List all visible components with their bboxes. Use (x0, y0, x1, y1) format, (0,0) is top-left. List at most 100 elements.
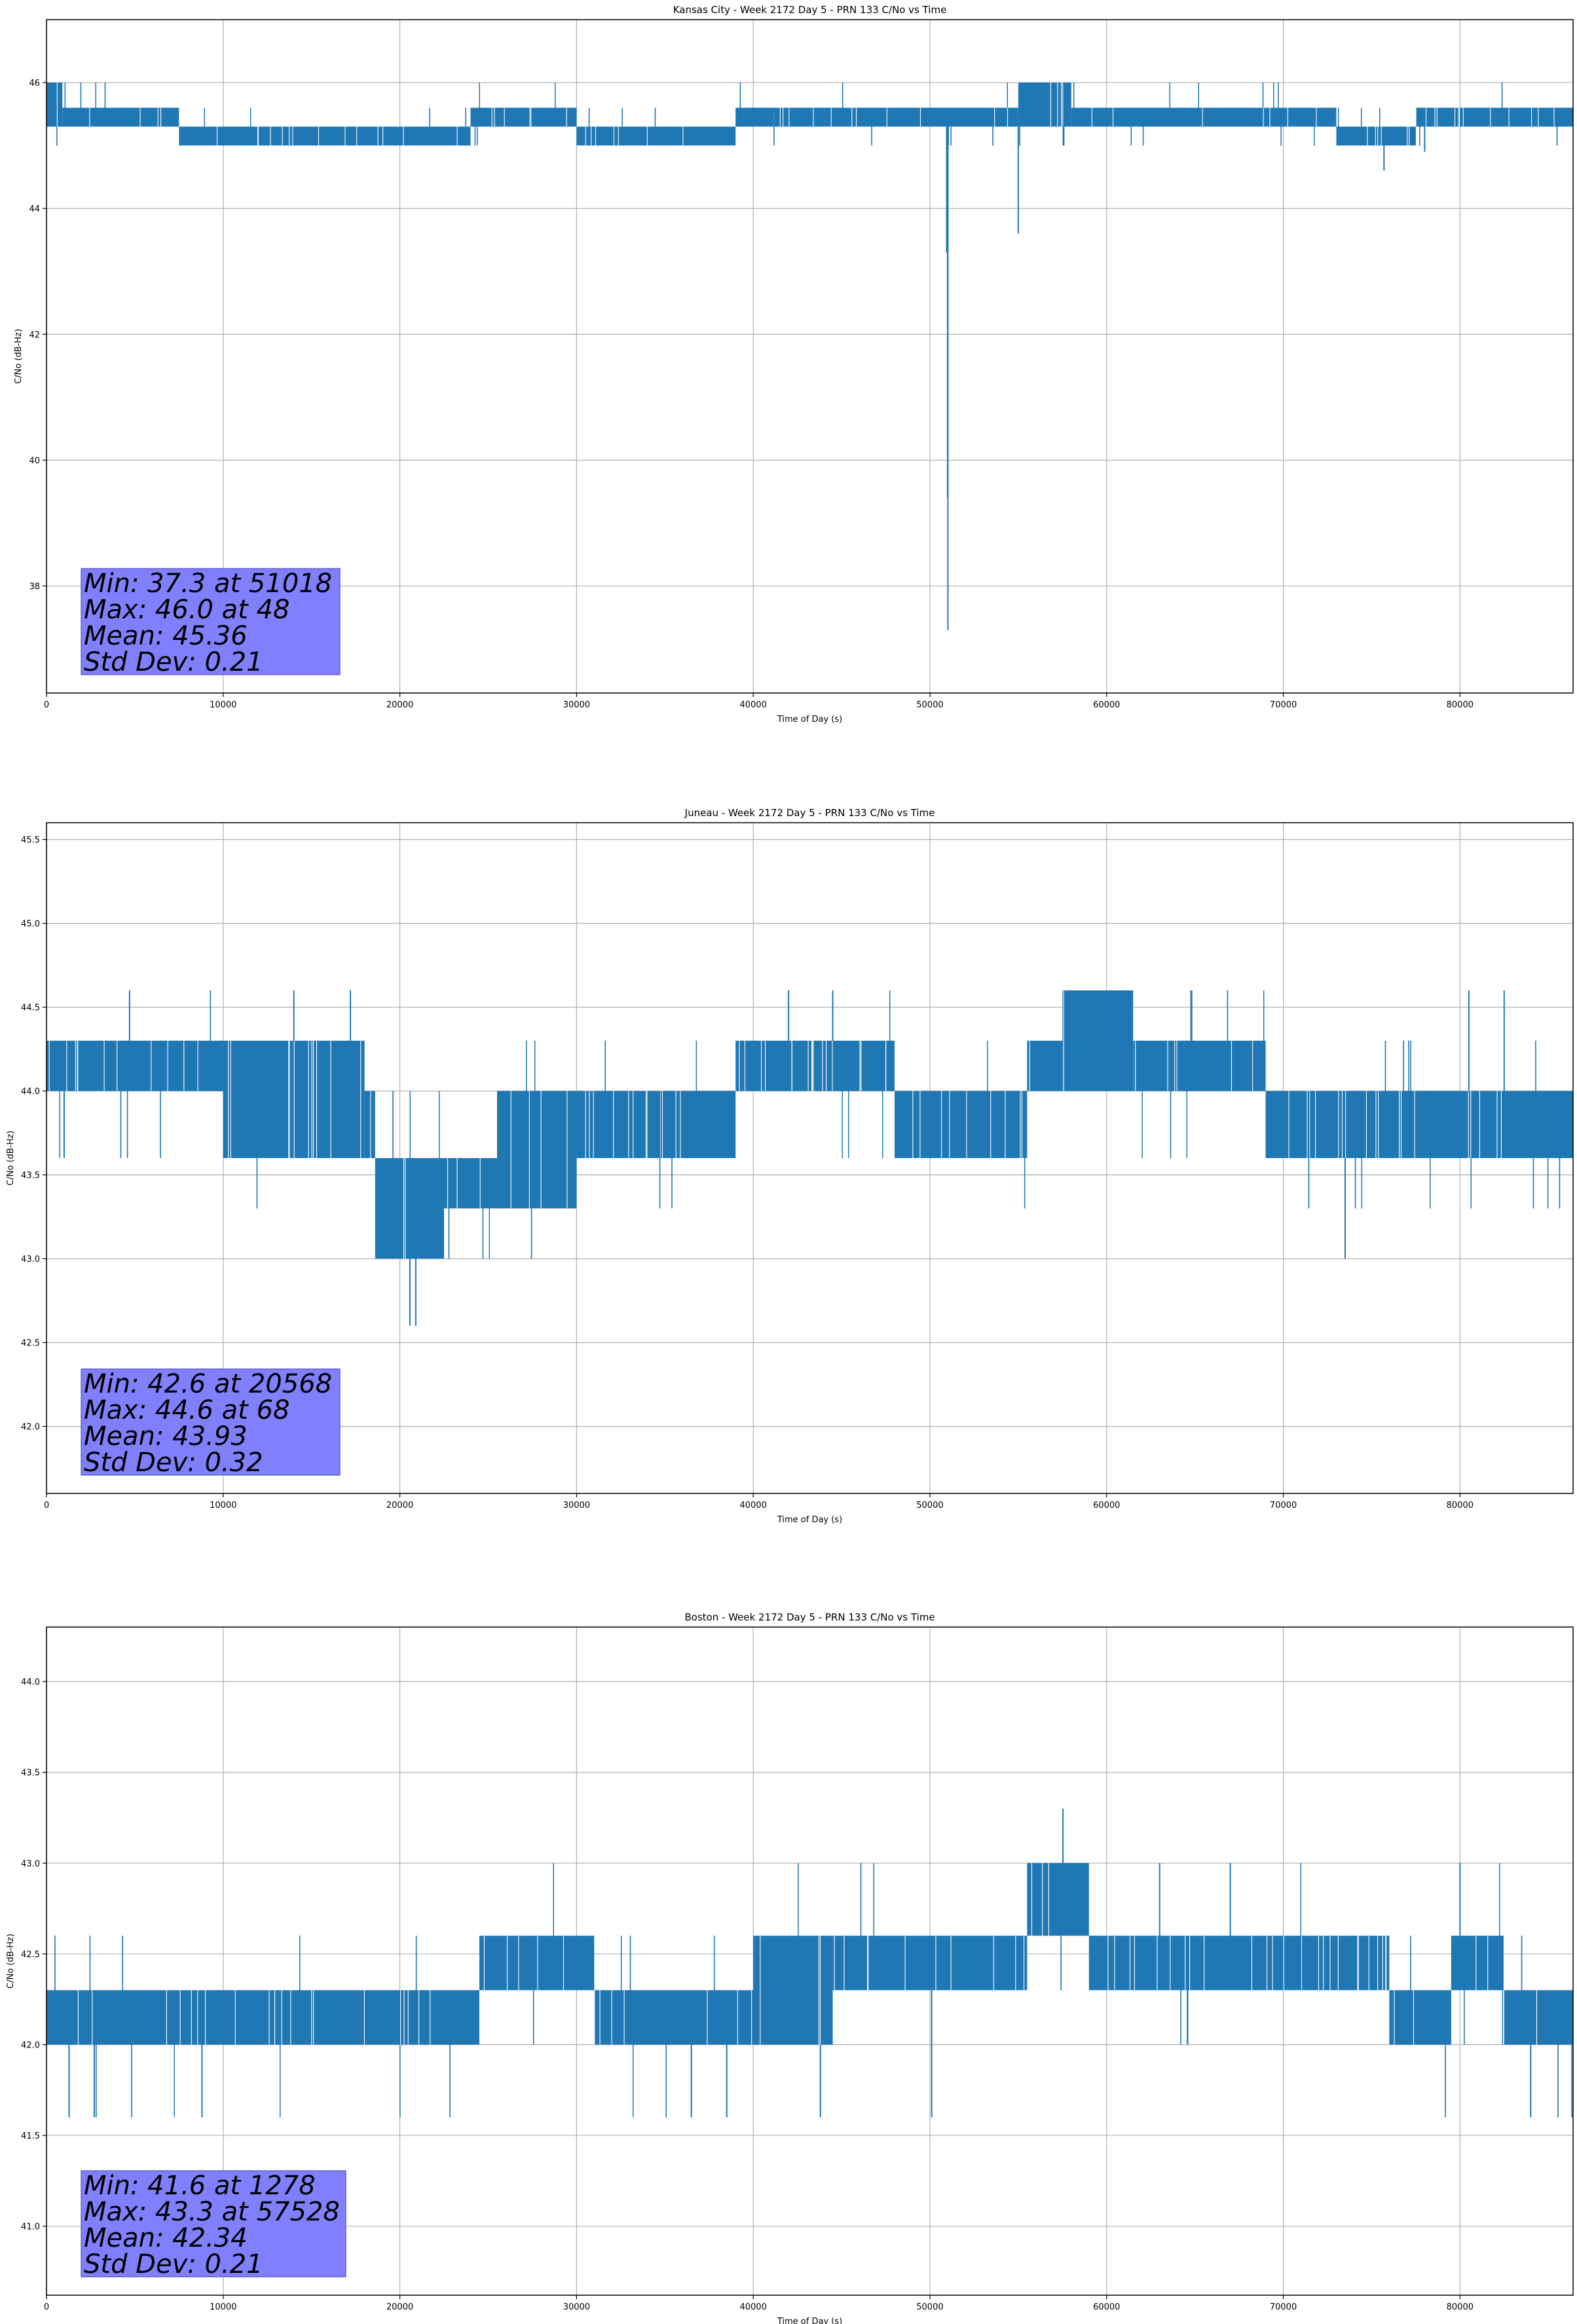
x-tick-label: 70000 (1270, 2302, 1297, 2312)
y-tick-label: 44 (29, 204, 40, 214)
y-tick-label: 38 (29, 582, 40, 592)
x-tick-label: 50000 (916, 2302, 943, 2312)
stats-max: Max: 43.3 at 57528 (84, 2197, 340, 2227)
y-tick-label: 42.5 (21, 1950, 40, 1960)
series-band (1415, 107, 1573, 127)
series-band (179, 126, 471, 146)
series-band (576, 126, 736, 146)
series-band (364, 1091, 375, 1158)
y-axis-label: C/No (dB-Hz) (6, 1131, 16, 1186)
x-tick-label: 0 (44, 700, 49, 710)
x-tick-label: 20000 (386, 2302, 413, 2312)
chart-panel-1: Kansas City - Week 2172 Day 5 - PRN 133 … (14, 4, 1574, 724)
y-axis-label: C/No (dB-Hz) (14, 329, 24, 384)
y-tick-label: 41.5 (21, 2131, 40, 2141)
series-band (576, 1091, 736, 1158)
x-tick-label: 0 (44, 1501, 49, 1510)
series-group (46, 990, 1573, 1326)
series-band (1133, 1040, 1266, 1091)
x-tick-label: 40000 (739, 1501, 766, 1510)
y-tick-label: 40 (29, 457, 40, 466)
series-band (1336, 126, 1416, 146)
axes-frame (46, 1626, 1574, 2296)
series-band (470, 107, 577, 127)
stats-box (81, 1368, 341, 1476)
series-band (895, 1091, 1028, 1158)
series-band (46, 1040, 223, 1091)
series-group (46, 1809, 1573, 2118)
stats-std: Std Dev: 0.21 (84, 2249, 263, 2279)
x-tick-label: 40000 (739, 700, 766, 710)
y-tick-label: 43.5 (21, 1171, 40, 1181)
series-band (46, 83, 63, 127)
x-tick-label: 70000 (1270, 700, 1297, 710)
y-tick-label: 46 (29, 79, 40, 88)
stats-max: Max: 46.0 at 48 (84, 595, 289, 625)
series-band (375, 1158, 445, 1259)
series-group (46, 83, 1573, 630)
x-tick-label: 60000 (1093, 2302, 1120, 2312)
x-tick-label: 60000 (1093, 700, 1120, 710)
series-band (46, 1990, 479, 2045)
y-tick-label: 44.0 (21, 1677, 40, 1687)
series-band (1062, 990, 1134, 1091)
series-band (1389, 1990, 1451, 2045)
stats-box (81, 568, 341, 675)
x-tick-label: 80000 (1447, 1501, 1474, 1510)
stats-std: Std Dev: 0.32 (84, 1448, 263, 1478)
chart-title: Juneau - Week 2172 Day 5 - PRN 133 C/No … (684, 807, 935, 819)
y-tick-label: 42 (29, 330, 40, 340)
y-tick-label: 44.0 (21, 1087, 40, 1097)
y-tick-label: 45.0 (21, 920, 40, 929)
axes-frame (46, 822, 1574, 1494)
chart-panel-3: Boston - Week 2172 Day 5 - PRN 133 C/No … (6, 1611, 1574, 2324)
y-tick-label: 42.5 (21, 1339, 40, 1349)
series-band (832, 1936, 1028, 1991)
series-band (496, 1091, 577, 1209)
stats-min: Min: 42.6 at 20568 (84, 1369, 332, 1399)
series-band (1504, 1990, 1573, 2045)
stats-max: Max: 44.6 at 68 (84, 1395, 289, 1425)
x-tick-label: 10000 (210, 1501, 236, 1510)
stats-mean: Mean: 45.36 (84, 621, 248, 651)
series-band (735, 1040, 895, 1091)
y-tick-label: 43.5 (21, 1769, 40, 1778)
x-tick-label: 60000 (1093, 1501, 1120, 1510)
series-band (1088, 1936, 1390, 1991)
y-axis-label: C/No (dB-Hz) (6, 1934, 16, 1989)
series-band (594, 1990, 754, 2045)
series-band (444, 1158, 497, 1209)
series-band (1451, 1936, 1504, 1991)
x-tick-label: 0 (44, 2302, 49, 2312)
x-tick-label: 80000 (1447, 700, 1474, 710)
x-axis-label: Time of Day (s) (777, 1515, 842, 1525)
x-tick-label: 10000 (210, 2302, 236, 2312)
stats-min: Min: 37.3 at 51018 (84, 569, 332, 599)
stats-min: Min: 41.6 at 1278 (84, 2171, 316, 2201)
y-tick-label: 45.5 (21, 836, 40, 846)
series-band (735, 107, 1018, 127)
stats-std: Std Dev: 0.21 (84, 647, 263, 677)
chart-title: Kansas City - Week 2172 Day 5 - PRN 133 … (673, 4, 947, 16)
x-tick-label: 70000 (1270, 1501, 1297, 1510)
axes-frame (46, 19, 1574, 694)
series-band (479, 1936, 595, 1991)
x-tick-label: 20000 (386, 700, 413, 710)
series-band (62, 107, 179, 127)
y-tick-label: 43.0 (21, 1859, 40, 1869)
x-tick-label: 80000 (1447, 2302, 1474, 2312)
chart-panel-2: Juneau - Week 2172 Day 5 - PRN 133 C/No … (6, 807, 1574, 1525)
series-band (753, 1936, 833, 2045)
x-tick-label: 40000 (739, 2302, 766, 2312)
series-band (1265, 1091, 1573, 1158)
y-tick-label: 43.0 (21, 1255, 40, 1265)
x-tick-label: 50000 (916, 1501, 943, 1510)
stats-mean: Mean: 43.93 (84, 1421, 248, 1452)
x-tick-label: 10000 (210, 700, 236, 710)
x-tick-label: 30000 (563, 1501, 590, 1510)
y-tick-label: 42.0 (21, 1423, 40, 1433)
chart-title: Boston - Week 2172 Day 5 - PRN 133 C/No … (684, 1611, 935, 1623)
series-band (1071, 107, 1337, 127)
x-tick-label: 30000 (563, 700, 590, 710)
